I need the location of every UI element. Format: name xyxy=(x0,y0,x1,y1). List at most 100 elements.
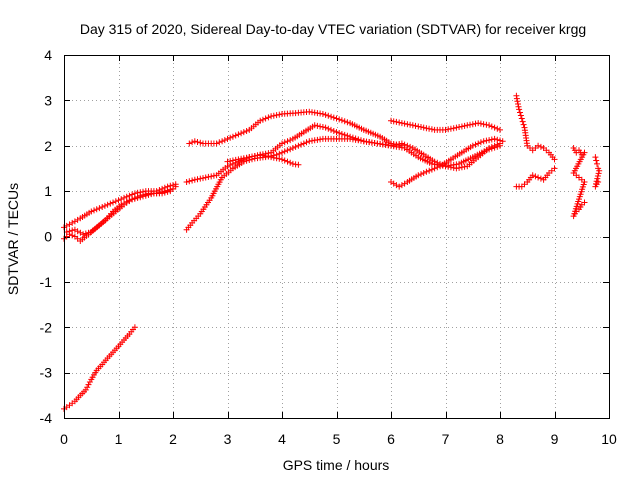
series-track-d xyxy=(186,108,405,149)
data-point xyxy=(74,228,81,235)
y-tick-labels: -4 -3 -2 -1 0 1 2 3 4 xyxy=(40,47,53,426)
data-point xyxy=(333,129,340,136)
data-point xyxy=(328,126,334,133)
data-point xyxy=(336,130,343,136)
data-point xyxy=(156,189,163,196)
y-tick-label: 3 xyxy=(44,92,52,108)
data-point xyxy=(131,195,138,202)
data-point xyxy=(229,157,236,164)
grid xyxy=(64,55,609,418)
data-point xyxy=(497,126,503,133)
series-track-low-start xyxy=(61,324,138,412)
data-point xyxy=(69,227,76,234)
data-point xyxy=(322,111,329,118)
data-point xyxy=(519,118,526,125)
data-point xyxy=(216,139,223,146)
x-tick-label: 10 xyxy=(601,431,617,447)
data-point xyxy=(330,128,337,134)
data-point xyxy=(404,121,411,128)
data-point xyxy=(300,140,307,147)
series-track-g xyxy=(224,151,302,168)
data-point xyxy=(514,98,521,105)
data-point xyxy=(520,121,527,128)
data-point xyxy=(537,143,544,150)
y-tick-label: -4 xyxy=(40,410,53,426)
data-point xyxy=(281,139,288,146)
data-point xyxy=(66,221,73,228)
data-point xyxy=(458,123,465,130)
data-point xyxy=(537,175,544,182)
x-tick-label: 5 xyxy=(333,431,341,447)
data-point xyxy=(494,143,501,150)
data-point xyxy=(497,137,503,144)
data-point xyxy=(186,178,193,185)
data-point xyxy=(93,206,100,213)
data-point xyxy=(235,156,242,163)
data-point xyxy=(426,125,433,132)
data-point xyxy=(551,165,558,172)
data-point xyxy=(189,139,196,146)
data-point xyxy=(467,121,473,128)
data-point xyxy=(426,167,433,174)
data-point xyxy=(319,111,326,117)
data-point xyxy=(393,182,400,189)
data-point xyxy=(475,140,482,147)
data-point xyxy=(88,208,95,215)
data-point xyxy=(494,125,501,132)
chart-title: Day 315 of 2020, Sidereal Day-to-day VTE… xyxy=(80,21,586,37)
data-point xyxy=(210,172,217,179)
data-point xyxy=(197,139,204,146)
data-point xyxy=(517,109,523,116)
data-point xyxy=(167,186,174,193)
data-point xyxy=(134,193,141,200)
data-point xyxy=(303,139,310,146)
x-tick-label: 2 xyxy=(169,431,177,447)
data-point xyxy=(112,198,119,205)
data-point xyxy=(341,118,348,125)
data-point xyxy=(240,129,247,136)
data-point xyxy=(265,153,272,160)
data-point xyxy=(398,182,405,189)
x-tick-label: 6 xyxy=(387,431,395,447)
data-point xyxy=(259,116,266,123)
data-point xyxy=(595,179,602,185)
data-point xyxy=(409,122,416,129)
data-point xyxy=(412,122,419,129)
data-point xyxy=(270,112,277,119)
data-point xyxy=(480,138,487,145)
data-point xyxy=(104,201,111,208)
x-tick-label: 4 xyxy=(278,431,286,447)
data-point xyxy=(418,171,424,178)
x-axis-label: GPS time / hours xyxy=(283,457,390,473)
data-point xyxy=(101,202,108,209)
data-point xyxy=(99,204,106,210)
data-point xyxy=(420,124,427,131)
data-point xyxy=(593,157,600,164)
data-point xyxy=(428,126,435,133)
data-point xyxy=(74,216,81,223)
x-tick-label: 8 xyxy=(496,431,504,447)
data-point xyxy=(592,154,599,161)
series-track-a xyxy=(61,181,179,231)
data-point xyxy=(69,219,76,226)
data-point xyxy=(71,226,78,233)
data-point xyxy=(535,142,542,149)
data-point xyxy=(388,117,394,124)
data-point xyxy=(551,156,558,163)
data-points xyxy=(61,92,603,412)
data-point xyxy=(268,113,275,120)
data-point xyxy=(232,132,239,139)
series-track-m xyxy=(592,154,603,190)
data-point xyxy=(442,126,449,133)
data-point xyxy=(281,157,288,164)
data-point xyxy=(186,140,193,147)
data-point xyxy=(284,138,291,145)
data-point xyxy=(170,185,176,192)
y-tick-label: 0 xyxy=(44,229,52,245)
data-point xyxy=(486,137,493,144)
data-point xyxy=(453,124,460,131)
data-point xyxy=(428,166,435,173)
data-point xyxy=(243,128,250,134)
data-point xyxy=(191,138,198,145)
data-point xyxy=(183,179,190,185)
